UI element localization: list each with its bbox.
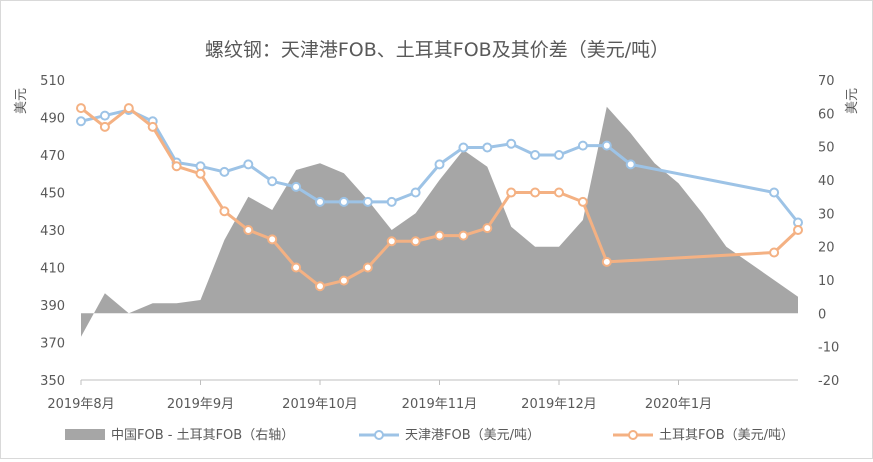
point-tianjin bbox=[386, 196, 397, 207]
spread-area bbox=[81, 106, 798, 337]
point-tianjin bbox=[601, 140, 612, 151]
point-tianjin bbox=[410, 187, 421, 198]
legend-label-turkey: 土耳其FOB（美元/吨） bbox=[659, 428, 794, 443]
point-tianjin bbox=[506, 138, 517, 149]
point-turkey bbox=[577, 196, 588, 207]
axis-layer bbox=[80, 379, 798, 385]
point-turkey bbox=[769, 247, 780, 258]
point-tianjin bbox=[219, 166, 230, 177]
point-turkey bbox=[554, 187, 564, 198]
point-tianjin bbox=[267, 176, 278, 187]
left-tick-label: 350 bbox=[40, 374, 65, 389]
legend-marker-turkey bbox=[628, 430, 638, 440]
point-tianjin bbox=[434, 159, 445, 170]
right-tick-label: 70 bbox=[818, 74, 835, 89]
point-tianjin bbox=[76, 116, 86, 127]
right-tick-label: 10 bbox=[818, 274, 835, 289]
point-turkey bbox=[195, 168, 206, 179]
point-turkey bbox=[506, 187, 517, 198]
point-turkey bbox=[410, 236, 421, 247]
chart-title: 螺纹钢：天津港FOB、土耳其FOB及其价差（美元/吨） bbox=[205, 39, 669, 61]
right-tick-label: 60 bbox=[818, 107, 835, 122]
left-tick-label: 390 bbox=[40, 299, 65, 314]
spread-area-layer bbox=[81, 106, 798, 337]
left-tick-label: 430 bbox=[40, 224, 65, 239]
point-tianjin bbox=[769, 187, 780, 198]
point-tianjin bbox=[458, 142, 469, 153]
point-tianjin bbox=[362, 196, 373, 207]
left-tick-label: 470 bbox=[40, 149, 65, 164]
point-tianjin bbox=[315, 196, 325, 207]
point-turkey bbox=[458, 230, 469, 241]
point-tianjin bbox=[577, 140, 588, 151]
x-tick-label: 2020年1月 bbox=[645, 397, 712, 412]
left-tick-label: 410 bbox=[40, 262, 65, 277]
point-turkey bbox=[482, 223, 493, 234]
x-tick-label: 2019年12月 bbox=[521, 397, 597, 412]
left-tick-label: 370 bbox=[40, 337, 65, 352]
point-tianjin bbox=[291, 181, 302, 192]
point-tianjin bbox=[243, 159, 254, 170]
point-turkey bbox=[434, 230, 445, 241]
point-turkey bbox=[315, 281, 325, 292]
point-turkey bbox=[601, 256, 612, 267]
left-tick-label: 490 bbox=[40, 112, 65, 127]
price-line-layer bbox=[76, 103, 803, 292]
point-turkey bbox=[76, 103, 86, 114]
point-turkey bbox=[99, 121, 110, 132]
point-tianjin bbox=[625, 159, 636, 170]
x-tick-label: 2019年10月 bbox=[282, 397, 358, 412]
point-turkey bbox=[147, 121, 158, 132]
right-tick-label: 30 bbox=[818, 207, 835, 222]
point-turkey bbox=[123, 103, 134, 114]
legend-item-turkey: 土耳其FOB（美元/吨） bbox=[613, 428, 794, 443]
legend-item-spread: 中国FOB - 土耳其FOB（右轴） bbox=[65, 428, 294, 443]
point-turkey bbox=[243, 225, 254, 235]
left-tick-label: 450 bbox=[40, 187, 65, 202]
legend-item-tianjin: 天津港FOB（美元/吨） bbox=[359, 428, 540, 443]
point-turkey bbox=[291, 262, 302, 273]
point-tianjin bbox=[482, 142, 493, 153]
point-turkey bbox=[530, 187, 541, 198]
point-turkey bbox=[267, 234, 278, 245]
right-tick-label: 50 bbox=[818, 141, 835, 156]
left-axis-unit: 美元 bbox=[14, 88, 29, 114]
x-tick-label: 2019年11月 bbox=[402, 397, 478, 412]
point-turkey bbox=[793, 225, 803, 235]
x-tick-label: 2019年9月 bbox=[167, 397, 234, 412]
legend-label-tianjin: 天津港FOB（美元/吨） bbox=[405, 428, 540, 443]
right-tick-label: -20 bbox=[818, 374, 839, 389]
right-axis-unit: 美元 bbox=[845, 88, 860, 114]
point-turkey bbox=[338, 275, 349, 286]
legend-label-spread: 中国FOB - 土耳其FOB（右轴） bbox=[111, 428, 294, 443]
point-turkey bbox=[386, 236, 397, 247]
legend-marker-tianjin bbox=[374, 430, 384, 440]
x-tick-label: 2019年8月 bbox=[47, 397, 114, 412]
legend: 中国FOB - 土耳其FOB（右轴） 天津港FOB（美元/吨） 土耳其FOB（美… bbox=[65, 428, 794, 443]
point-turkey bbox=[219, 206, 230, 217]
point-tianjin bbox=[530, 150, 541, 160]
point-tianjin bbox=[338, 196, 349, 207]
point-tianjin bbox=[99, 110, 110, 121]
point-tianjin bbox=[554, 150, 564, 160]
legend-swatch-spread bbox=[65, 429, 105, 440]
right-tick-label: -10 bbox=[818, 341, 839, 356]
right-tick-label: 40 bbox=[818, 174, 835, 189]
tick-label-layer: 2019年8月 2019年9月 2019年10月 2019年11月 2019年12月 20… bbox=[40, 74, 839, 412]
left-tick-label: 510 bbox=[40, 74, 65, 89]
point-turkey bbox=[362, 262, 373, 273]
point-turkey bbox=[171, 161, 182, 172]
right-tick-label: 20 bbox=[818, 241, 835, 256]
right-tick-label: 0 bbox=[818, 307, 826, 322]
